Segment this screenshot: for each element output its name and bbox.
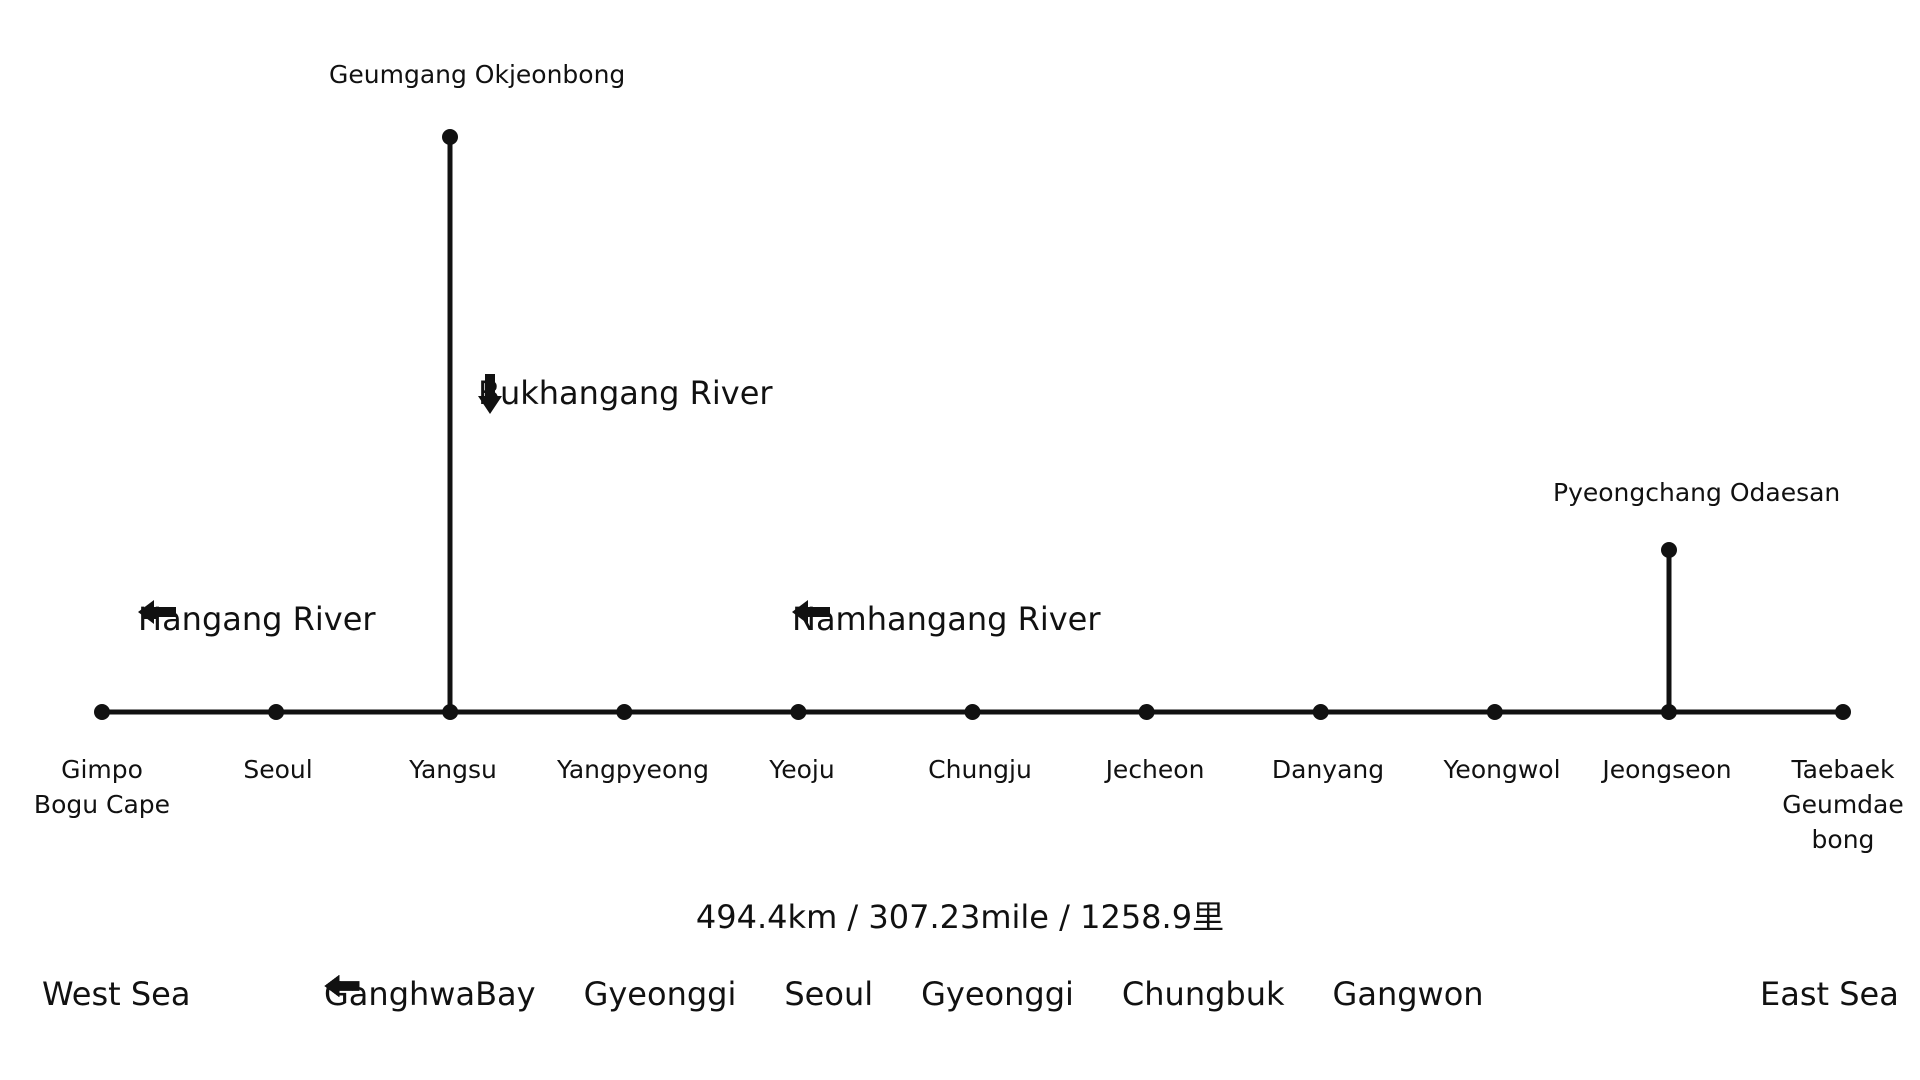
stop-node-yeoju [790, 704, 807, 720]
branch-label-okjeonbong: Geumgang Okjeonbong [329, 60, 626, 89]
stop-node-yeongwol [1486, 704, 1503, 720]
stop-label-yangpyeong: Yangpyeong [557, 755, 709, 784]
region-seoul: Seoul [784, 975, 874, 1013]
region-gangwon: Gangwon [1332, 975, 1484, 1013]
stop-node-chungju [964, 704, 981, 720]
stop-node-jecheon [1138, 704, 1155, 720]
river-name-bukhangang: Bukhangang River [478, 374, 773, 412]
river-label-hangang: Hangang River [138, 600, 376, 638]
stop-label-danyang: Danyang [1271, 755, 1385, 784]
stop-node-yangsu [442, 704, 459, 720]
sea-east: East Sea [1760, 975, 1899, 1013]
arrow-down-icon [478, 374, 502, 414]
arrow-left-icon [792, 600, 830, 624]
region-ganghwabay: GanghwaBay [324, 975, 536, 1013]
stop-label-chungju: Chungju [928, 755, 1032, 784]
stop-label-jecheon: Jecheon [1105, 755, 1205, 784]
region-gyeonggi-1: Gyeonggi [583, 975, 737, 1013]
stop-node-taebaek [1835, 704, 1851, 720]
stop-nodes [94, 704, 1851, 720]
stop-node-jeongseon [1660, 704, 1677, 720]
river-label-bukhangang: Bukhangang River [478, 374, 773, 414]
stop-label-jeongseon: Jeongseon [1602, 755, 1732, 784]
stop-node-danyang [1312, 704, 1329, 720]
stop-label-gimpo: Gimpo Bogu Cape [33, 755, 171, 819]
arrow-left-icon [138, 600, 176, 624]
total-distance: 494.4km / 307.23mile / 1258.9里 [695, 898, 1225, 936]
stop-label-yeongwol: Yeongwol [1443, 755, 1561, 784]
stop-label-yangsu: Yangsu [409, 755, 497, 784]
branch-label-odaesan: Pyeongchang Odaesan [1553, 478, 1841, 507]
region-chungbuk: Chungbuk [1121, 975, 1285, 1013]
river-name-namhangang: Namhangang River [792, 600, 1101, 638]
stop-label-taebaek: Taebaek Geumdae bong [1782, 755, 1904, 854]
branch-node-odaesan [1661, 542, 1677, 558]
stop-label-seoul: Seoul [243, 755, 313, 784]
stop-label-yeoju: Yeoju [769, 755, 835, 784]
river-label-namhangang: Namhangang River [792, 600, 1100, 638]
river-name-hangang: Hangang River [138, 600, 376, 638]
sea-west: West Sea [42, 975, 191, 1013]
branch-node-okjeonbong [442, 129, 458, 145]
stop-node-seoul [268, 704, 285, 720]
stop-node-yangpyeong [616, 704, 633, 720]
region-gyeonggi-2: Gyeonggi [921, 975, 1074, 1013]
stop-node-gimpo [94, 704, 110, 720]
region-flow: GanghwaBay Gyeonggi Seoul Gyeonggi Chung… [324, 975, 1484, 1013]
